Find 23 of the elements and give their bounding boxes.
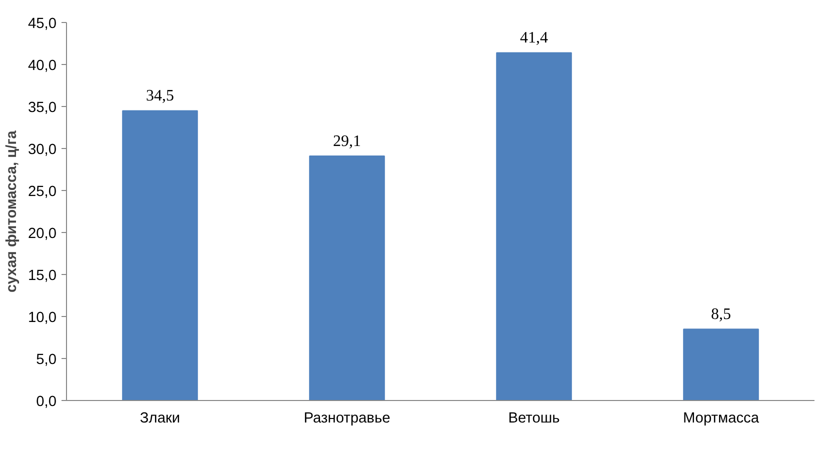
bar xyxy=(683,328,759,400)
data-label: 34,5 xyxy=(146,88,174,105)
bar xyxy=(309,156,385,400)
y-tick-label: 15,0 xyxy=(28,268,57,284)
y-tick-label: 20,0 xyxy=(28,226,57,242)
y-tick-label: 30,0 xyxy=(28,142,57,158)
y-tick-label: 10,0 xyxy=(28,310,57,326)
data-label: 29,1 xyxy=(333,133,361,150)
y-tick-label: 40,0 xyxy=(28,58,57,74)
data-label: 41,4 xyxy=(520,30,548,47)
y-tick-label: 45,0 xyxy=(28,16,57,32)
x-tick-label: Мортмасса xyxy=(682,410,760,426)
data-label: 8,5 xyxy=(711,306,731,324)
bar xyxy=(496,52,572,400)
y-tick-label: 35,0 xyxy=(28,100,57,116)
y-tick-label: 0,0 xyxy=(36,394,56,410)
x-tick-label: Ветошь xyxy=(508,410,560,426)
x-tick-label: Разнотравье xyxy=(304,410,390,426)
x-tick-label: Злаки xyxy=(140,410,180,426)
bar xyxy=(122,110,198,400)
y-tick-label: 5,0 xyxy=(36,352,56,368)
y-axis-title: сухая фитомасса, ц/га xyxy=(4,130,20,292)
y-tick-label: 25,0 xyxy=(28,184,57,200)
